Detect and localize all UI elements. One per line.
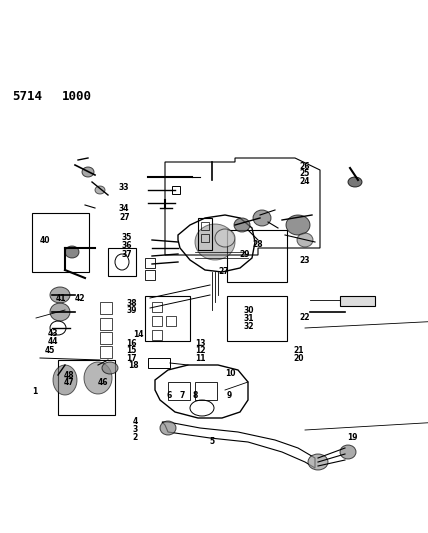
Text: 3: 3 bbox=[133, 425, 138, 434]
Ellipse shape bbox=[195, 224, 235, 260]
Text: 6: 6 bbox=[167, 391, 172, 400]
Text: 45: 45 bbox=[45, 346, 55, 355]
Text: 1000: 1000 bbox=[62, 90, 92, 103]
Ellipse shape bbox=[215, 229, 235, 247]
Text: 2: 2 bbox=[133, 433, 138, 441]
Text: 15: 15 bbox=[126, 346, 137, 355]
Bar bbox=[152, 330, 162, 340]
Text: 47: 47 bbox=[63, 378, 74, 387]
Ellipse shape bbox=[82, 167, 94, 177]
Ellipse shape bbox=[50, 287, 70, 303]
Text: 4: 4 bbox=[133, 417, 138, 425]
Ellipse shape bbox=[286, 215, 310, 235]
Bar bbox=[100, 302, 112, 314]
Text: 11: 11 bbox=[195, 354, 205, 362]
Bar bbox=[148, 358, 170, 368]
Bar bbox=[166, 316, 176, 326]
Text: 13: 13 bbox=[195, 340, 205, 348]
Text: 12: 12 bbox=[195, 346, 205, 355]
Bar bbox=[100, 332, 112, 344]
Text: 37: 37 bbox=[122, 251, 133, 259]
Ellipse shape bbox=[50, 303, 70, 321]
Text: 48: 48 bbox=[63, 372, 74, 380]
Bar bbox=[58, 360, 115, 415]
Ellipse shape bbox=[340, 445, 356, 459]
Text: 24: 24 bbox=[300, 177, 310, 185]
Text: 25: 25 bbox=[300, 169, 310, 178]
Text: 27: 27 bbox=[119, 213, 130, 222]
Bar bbox=[201, 222, 209, 230]
Ellipse shape bbox=[253, 210, 271, 226]
Text: 14: 14 bbox=[133, 330, 143, 339]
Text: 22: 22 bbox=[300, 313, 310, 321]
Text: 21: 21 bbox=[293, 346, 304, 355]
Bar bbox=[227, 296, 287, 341]
Text: 23: 23 bbox=[300, 256, 310, 264]
Bar bbox=[168, 382, 190, 400]
Ellipse shape bbox=[95, 186, 105, 194]
Bar bbox=[145, 270, 155, 280]
Bar bbox=[340, 296, 375, 306]
Text: 43: 43 bbox=[48, 329, 59, 337]
Ellipse shape bbox=[160, 421, 176, 435]
Text: 7: 7 bbox=[180, 391, 185, 400]
Ellipse shape bbox=[84, 362, 112, 394]
Bar bbox=[195, 382, 217, 400]
Bar bbox=[201, 234, 209, 242]
Bar bbox=[145, 258, 155, 268]
Text: 31: 31 bbox=[244, 314, 255, 323]
Text: 40: 40 bbox=[39, 237, 50, 245]
Bar bbox=[172, 186, 180, 194]
Text: 5714: 5714 bbox=[12, 90, 42, 103]
Text: 19: 19 bbox=[347, 433, 357, 441]
Bar bbox=[227, 230, 287, 282]
Text: 32: 32 bbox=[244, 322, 255, 330]
Ellipse shape bbox=[102, 362, 118, 374]
Bar bbox=[108, 248, 136, 276]
Bar bbox=[100, 346, 112, 358]
Text: 42: 42 bbox=[75, 294, 86, 303]
Ellipse shape bbox=[65, 246, 79, 258]
Ellipse shape bbox=[348, 177, 362, 187]
Text: 16: 16 bbox=[126, 340, 137, 348]
Text: 1: 1 bbox=[32, 387, 37, 396]
Text: 38: 38 bbox=[126, 300, 137, 308]
Text: 28: 28 bbox=[253, 240, 263, 248]
Text: 33: 33 bbox=[119, 183, 130, 192]
Text: 46: 46 bbox=[98, 378, 108, 387]
Ellipse shape bbox=[308, 454, 328, 470]
Bar bbox=[32, 213, 89, 272]
Text: 20: 20 bbox=[293, 354, 304, 362]
Bar bbox=[100, 318, 112, 330]
Bar bbox=[145, 296, 190, 341]
Text: 27: 27 bbox=[218, 268, 229, 276]
Bar bbox=[198, 218, 212, 250]
Text: 44: 44 bbox=[48, 337, 59, 345]
Text: 35: 35 bbox=[122, 233, 132, 241]
Text: 41: 41 bbox=[56, 294, 66, 303]
Text: 10: 10 bbox=[225, 369, 235, 377]
Text: 8: 8 bbox=[193, 391, 198, 400]
Text: 39: 39 bbox=[126, 306, 137, 314]
Ellipse shape bbox=[297, 233, 313, 247]
Text: 9: 9 bbox=[227, 391, 232, 400]
Ellipse shape bbox=[53, 365, 77, 395]
Text: 36: 36 bbox=[122, 241, 133, 249]
Text: 30: 30 bbox=[244, 306, 255, 314]
Text: 17: 17 bbox=[126, 354, 137, 362]
Ellipse shape bbox=[234, 218, 250, 232]
Bar bbox=[152, 302, 162, 312]
Text: 34: 34 bbox=[119, 205, 130, 213]
Text: 5: 5 bbox=[210, 437, 215, 446]
Text: 18: 18 bbox=[128, 361, 139, 369]
Bar bbox=[152, 316, 162, 326]
Text: 29: 29 bbox=[240, 251, 250, 259]
Text: 26: 26 bbox=[300, 162, 310, 171]
